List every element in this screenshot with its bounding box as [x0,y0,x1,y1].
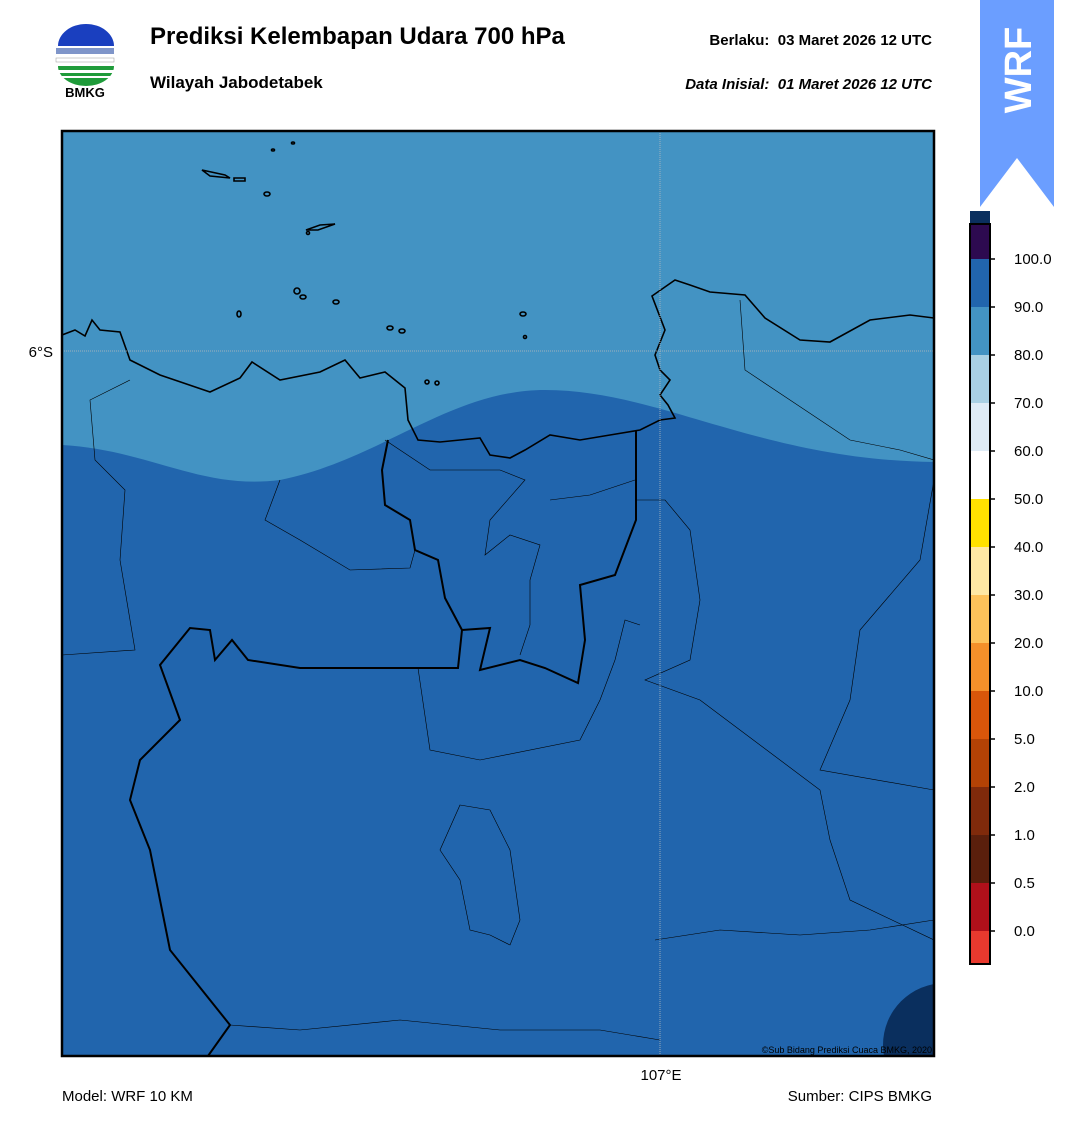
colorbar-segment [970,307,990,355]
credit: ©Sub Bidang Prediksi Cuaca BMKG, 2020 [762,1045,932,1055]
init-time: Data Inisial: 01 Maret 2026 12 UTC [685,76,933,93]
graticule [62,131,934,1056]
colorbar-segment [970,224,990,259]
footer-source: Sumber: CIPS BMKG [788,1088,932,1105]
badge [980,0,1054,207]
logo: BMKG [55,24,115,100]
colorbar: 0.0 0.5 1.0 2.0 5.0 10.0 20.0 30.0 40.0 50.0 60.0 7… [969,211,1052,965]
colorbar-tick-label: 90.0 [1014,299,1043,316]
colorbar-tick-label: 70.0 [1014,395,1043,412]
colorbar-tick-label: 50.0 [1014,491,1043,508]
colorbar-segment [970,739,990,787]
colorbar-tick-label: 1.0 [1014,827,1035,844]
colorbar-tick-label: 100.0 [1014,251,1052,268]
colorbar-tick-label: 2.0 [1014,779,1035,796]
colorbar-segment [970,595,990,643]
colorbar-segment [970,499,990,547]
colorbar-frame [969,223,991,965]
logo-text: BMKG [65,85,105,100]
field-90-100 [883,983,934,1056]
colorbar-segment [970,643,990,691]
field-80-90 [62,390,934,1056]
colorbar-tick-label: 60.0 [1014,443,1043,460]
colorbar-segment [970,451,990,499]
colorbar-tick-label: 10.0 [1014,683,1043,700]
colorbar-segment [970,835,990,883]
coastline [62,279,934,459]
colorbar-segment [970,787,990,835]
colorbar-tick-label: 0.0 [1014,923,1035,940]
map [62,131,934,1056]
valid-time: Berlaku: 03 Maret 2026 12 UTC [709,32,932,49]
colorbar-tick-label: 20.0 [1014,635,1043,652]
colorbar-segment [970,931,990,964]
badge-text: WRF [998,27,1040,114]
colorbar-segment [970,355,990,403]
lat-label: 6°S [29,344,53,361]
colorbar-tick-label: 5.0 [1014,731,1035,748]
colorbar-tick-label: 30.0 [1014,587,1043,604]
colorbar-segment [970,691,990,739]
colorbar-tick-label: 40.0 [1014,539,1043,556]
province-border [461,430,637,685]
colorbar-segment [970,403,990,451]
map-frame [60,129,936,1058]
colorbar-segment [970,259,990,307]
subtitle: Wilayah Jabodetabek [150,73,323,92]
colorbar-tick-label: 80.0 [1014,347,1043,364]
colorbar-tick-label: 0.5 [1014,875,1035,892]
islands [201,141,528,386]
title: Prediksi Kelembapan Udara 700 hPa [150,23,566,50]
lon-label: 107°E [640,1067,681,1084]
colorbar-segment [970,883,990,931]
colorbar-segment [970,547,990,595]
regency-borders [62,299,934,1041]
footer-model: Model: WRF 10 KM [62,1088,193,1105]
